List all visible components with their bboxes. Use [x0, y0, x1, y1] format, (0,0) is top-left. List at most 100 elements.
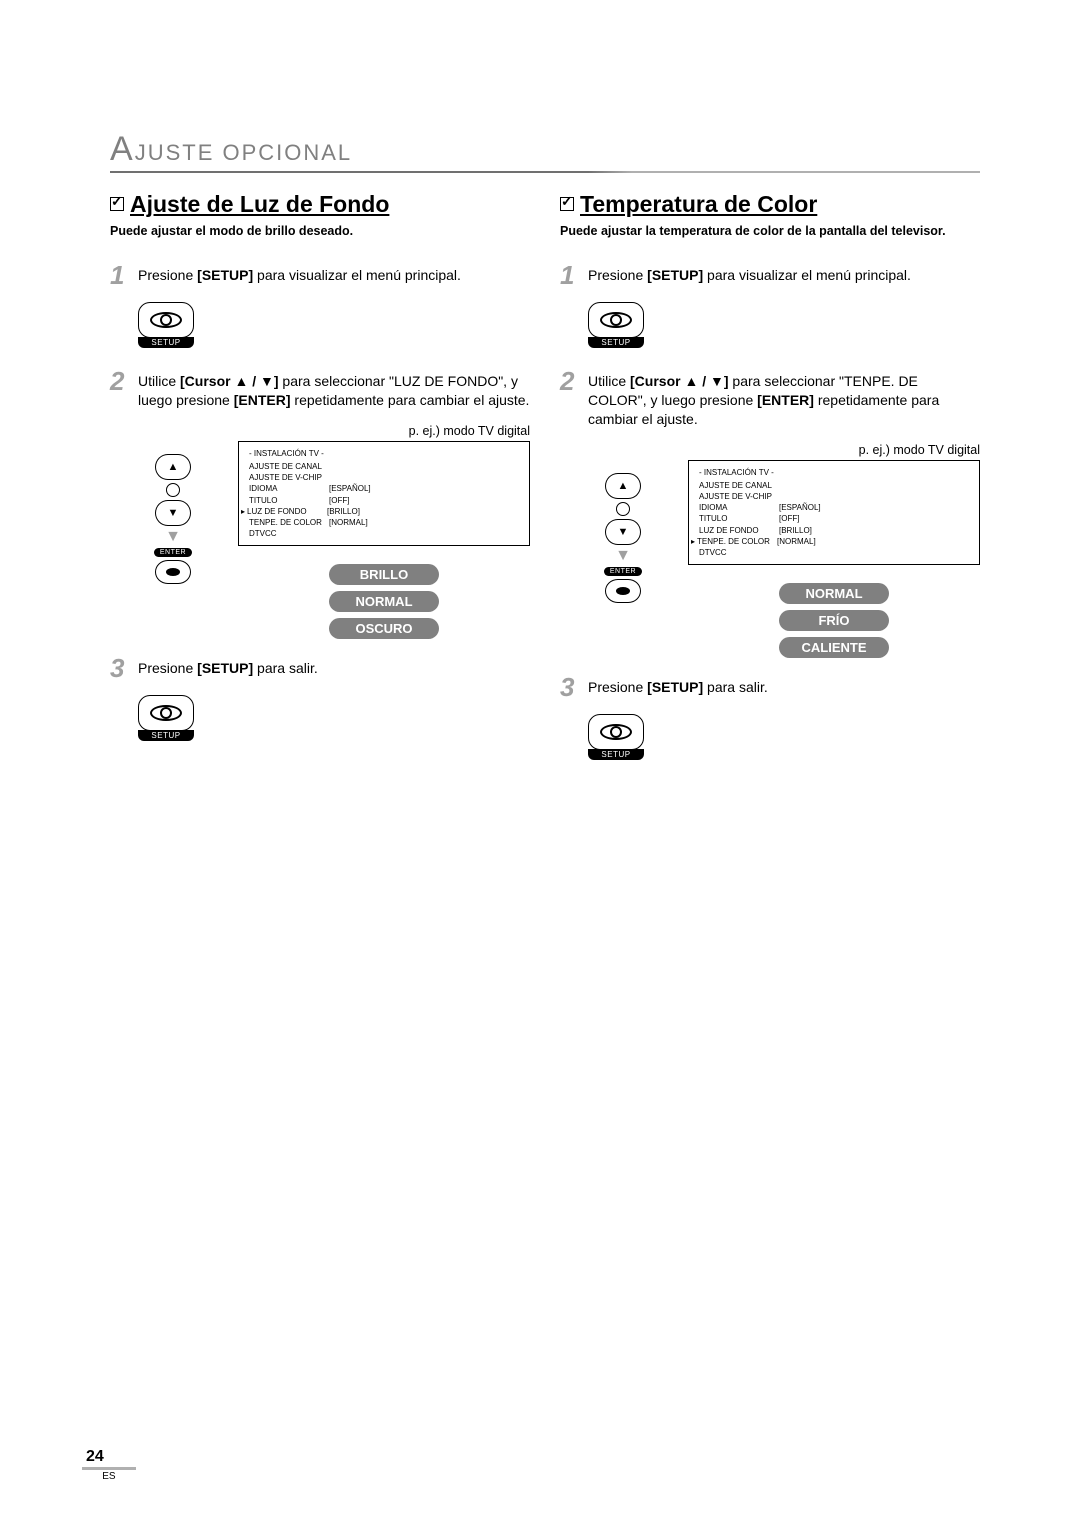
- step-text: Utilice [Cursor ▲ / ▼] para seleccionar …: [588, 368, 980, 429]
- menu-row: AJUSTE DE V-CHIP: [699, 491, 969, 502]
- menu-row-label: AJUSTE DE CANAL: [249, 461, 329, 472]
- example-caption: p. ej.) modo TV digital: [688, 443, 980, 457]
- left-column: Ajuste de Luz de Fondo Puede ajustar el …: [110, 191, 530, 780]
- setup-button-graphic: SETUP: [588, 714, 644, 760]
- up-button-icon: ▲: [605, 473, 641, 499]
- arrow-down-icon: ▼: [165, 528, 181, 546]
- up-button-icon: ▲: [155, 454, 191, 480]
- step-text: Presione [SETUP] para salir.: [588, 674, 768, 700]
- right-column: Temperatura de Color Puede ajustar la te…: [560, 191, 980, 780]
- menu-row-value: [OFF]: [779, 513, 799, 524]
- step-number: 1: [560, 262, 588, 288]
- page-footer: 24 ES: [82, 1448, 136, 1482]
- menu-header: - INSTALACIÓN TV -: [699, 467, 969, 478]
- option-pill: NORMAL: [329, 591, 439, 612]
- setup-button-graphic: SETUP: [138, 302, 194, 348]
- checkbox-icon: [560, 197, 574, 211]
- menu-row: AJUSTE DE CANAL: [699, 480, 969, 491]
- menu-row-label: TENPE. DE COLOR: [697, 536, 777, 547]
- right-step-2: 2 Utilice [Cursor ▲ / ▼] para selecciona…: [560, 368, 980, 429]
- circle-icon: [166, 483, 180, 497]
- menu-row-value: [OFF]: [329, 495, 349, 506]
- setup-button-icon: [588, 714, 644, 750]
- right-step-3: 3 Presione [SETUP] para salir.: [560, 674, 980, 700]
- menu-row: TITULO[OFF]: [249, 495, 519, 506]
- setup-button-icon: [138, 695, 194, 731]
- menu-row: LUZ DE FONDO[BRILLO]: [699, 525, 969, 536]
- menu-row: IDIOMA[ESPAÑOL]: [699, 502, 969, 513]
- menu-row-label: TITULO: [699, 513, 779, 524]
- menu-row: IDIOMA[ESPAÑOL]: [249, 483, 519, 494]
- menu-row-label: IDIOMA: [699, 502, 779, 513]
- left-menu-box: - INSTALACIÓN TV -AJUSTE DE CANALAJUSTE …: [238, 441, 530, 547]
- left-pill-stack: BRILLONORMALOSCURO: [238, 564, 530, 639]
- step-text: Presione [SETUP] para salir.: [138, 655, 318, 681]
- menu-row: LUZ DE FONDO[BRILLO]: [249, 506, 519, 517]
- header-big-letter: A: [110, 130, 135, 168]
- option-pill: NORMAL: [779, 583, 889, 604]
- right-subtitle: Puede ajustar la temperatura de color de…: [560, 224, 980, 238]
- enter-button-icon: [155, 560, 191, 584]
- step-text: Presione [SETUP] para visualizar el menú…: [588, 262, 911, 288]
- setup-button-label: SETUP: [138, 337, 194, 348]
- setup-button-graphic: SETUP: [588, 302, 644, 348]
- step-number: 2: [110, 368, 138, 410]
- header-rest: JUSTE OPCIONAL: [135, 140, 352, 165]
- right-menu-panel: p. ej.) modo TV digital - INSTALACIÓN TV…: [688, 443, 980, 659]
- menu-row-value: [ESPAÑOL]: [329, 483, 371, 494]
- setup-button-icon: [138, 302, 194, 338]
- left-menu-panel: p. ej.) modo TV digital - INSTALACIÓN TV…: [238, 424, 530, 640]
- arrow-down-icon: ▼: [615, 547, 631, 565]
- left-section-title: Ajuste de Luz de Fondo: [110, 191, 530, 218]
- menu-row-label: LUZ DE FONDO: [699, 525, 779, 536]
- step-number: 1: [110, 262, 138, 288]
- left-step-3: 3 Presione [SETUP] para salir.: [110, 655, 530, 681]
- left-step-2: 2 Utilice [Cursor ▲ / ▼] para selecciona…: [110, 368, 530, 410]
- right-step-1: 1 Presione [SETUP] para visualizar el me…: [560, 262, 980, 288]
- page-number: 24: [82, 1448, 136, 1470]
- down-button-icon: ▼: [605, 519, 641, 545]
- menu-row-value: [ESPAÑOL]: [779, 502, 821, 513]
- menu-row-value: [BRILLO]: [327, 506, 360, 517]
- left-example: ▲ ▼ ▼ ENTER p. ej.) modo TV digital - IN…: [138, 424, 530, 640]
- left-step-1: 1 Presione [SETUP] para visualizar el me…: [110, 262, 530, 288]
- enter-label: ENTER: [604, 567, 642, 576]
- down-button-icon: ▼: [155, 500, 191, 526]
- menu-row-value: [NORMAL]: [777, 536, 816, 547]
- menu-header: - INSTALACIÓN TV -: [249, 448, 519, 459]
- option-pill: BRILLO: [329, 564, 439, 585]
- right-example: ▲ ▼ ▼ ENTER p. ej.) modo TV digital - IN…: [588, 443, 980, 659]
- option-pill: CALIENTE: [779, 637, 889, 658]
- enter-button-icon: [605, 579, 641, 603]
- menu-row-label: LUZ DE FONDO: [247, 506, 327, 517]
- right-title-text: Temperatura de Color: [580, 191, 817, 217]
- example-caption: p. ej.) modo TV digital: [238, 424, 530, 438]
- enter-label: ENTER: [154, 548, 192, 557]
- option-pill: FRÍO: [779, 610, 889, 631]
- checkbox-icon: [110, 197, 124, 211]
- menu-row-label: TENPE. DE COLOR: [249, 517, 329, 528]
- step-number: 2: [560, 368, 588, 429]
- setup-button-label: SETUP: [588, 337, 644, 348]
- menu-row-label: TITULO: [249, 495, 329, 506]
- menu-row-label: DTVCC: [249, 528, 329, 539]
- menu-row: TENPE. DE COLOR[NORMAL]: [249, 517, 519, 528]
- menu-row: AJUSTE DE CANAL: [249, 461, 519, 472]
- menu-row-label: AJUSTE DE V-CHIP: [699, 491, 779, 502]
- page-header: AJUSTE OPCIONAL: [110, 130, 980, 169]
- remote-control-graphic: ▲ ▼ ▼ ENTER: [588, 443, 658, 603]
- step-number: 3: [110, 655, 138, 681]
- step-number: 3: [560, 674, 588, 700]
- menu-row-label: DTVCC: [699, 547, 779, 558]
- menu-row-label: IDIOMA: [249, 483, 329, 494]
- menu-row-value: [NORMAL]: [329, 517, 368, 528]
- setup-button-label: SETUP: [588, 749, 644, 760]
- menu-row: TENPE. DE COLOR[NORMAL]: [699, 536, 969, 547]
- setup-button-graphic: SETUP: [138, 695, 194, 741]
- step-text: Utilice [Cursor ▲ / ▼] para seleccionar …: [138, 368, 530, 410]
- menu-row: DTVCC: [249, 528, 519, 539]
- page-lang: ES: [82, 1471, 136, 1482]
- menu-row-value: [BRILLO]: [779, 525, 812, 536]
- menu-row: DTVCC: [699, 547, 969, 558]
- right-pill-stack: NORMAL FRÍO CALIENTE: [688, 583, 980, 658]
